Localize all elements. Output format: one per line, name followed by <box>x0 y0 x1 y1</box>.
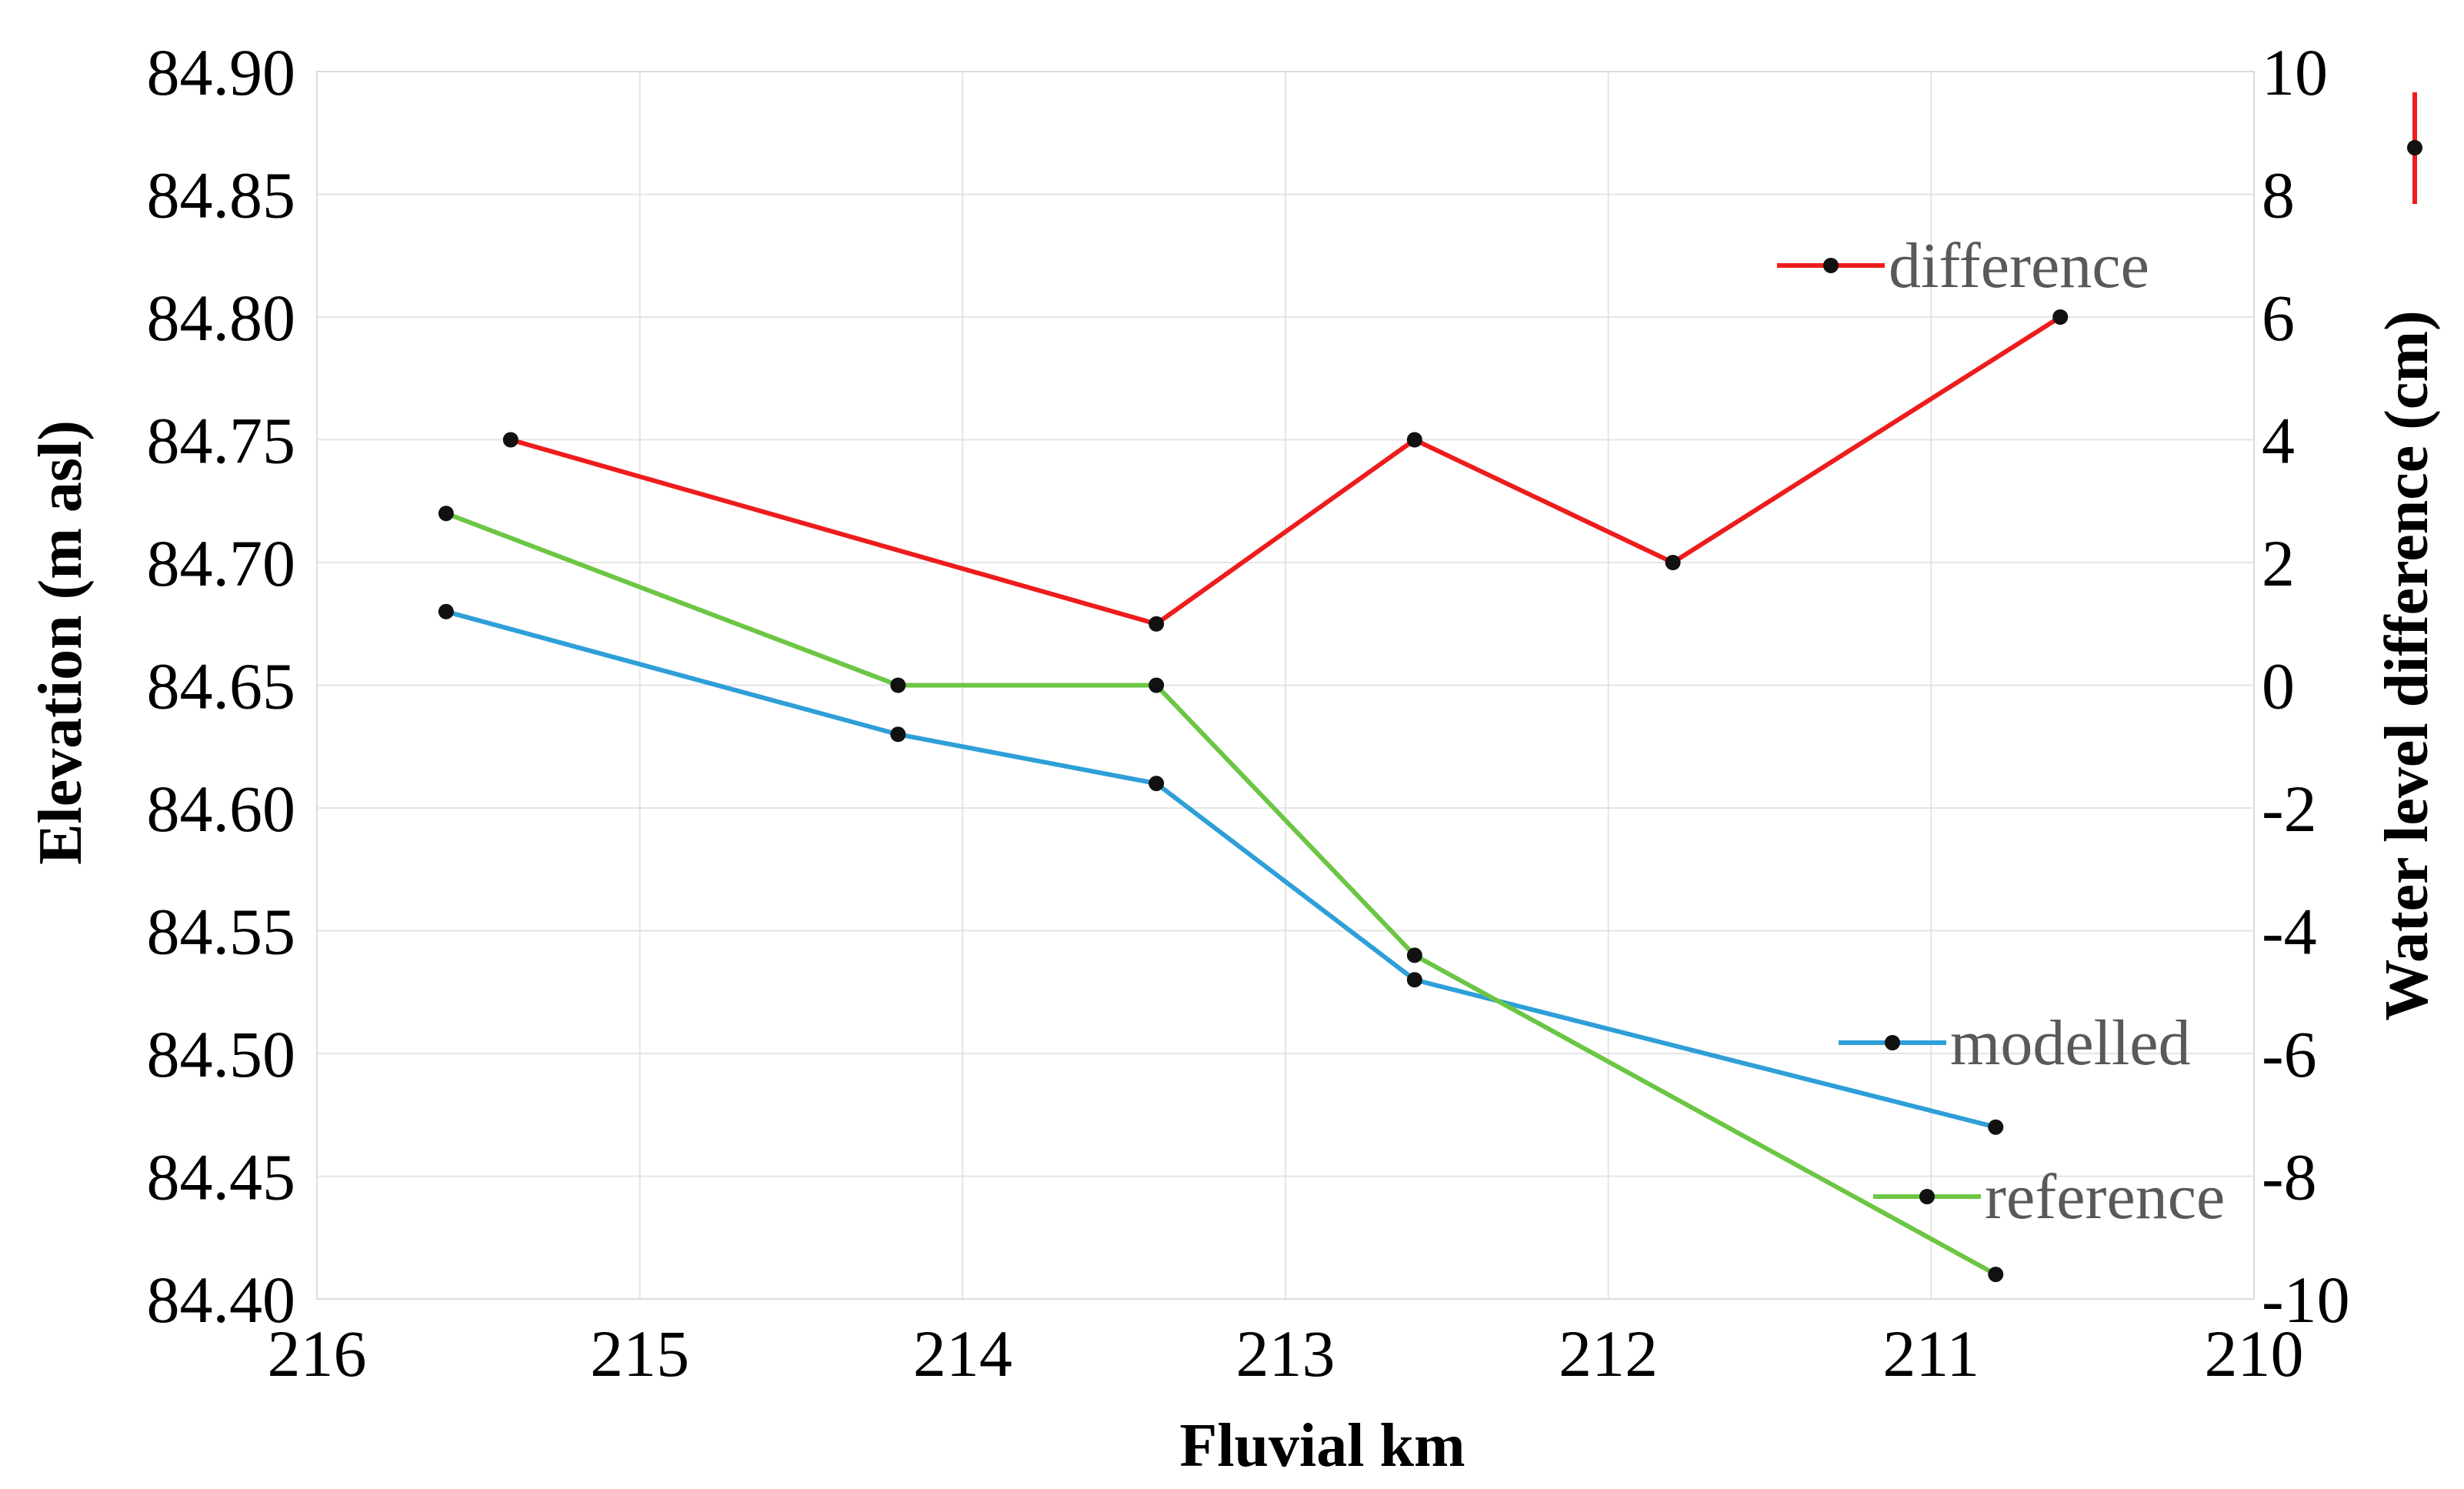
y2-key-marker <box>2407 140 2422 155</box>
y2-tick-label: -2 <box>2262 772 2317 846</box>
y-tick-label: 84.80 <box>147 281 296 355</box>
x-tick-label: 210 <box>2205 1317 2304 1391</box>
y2-tick-label: 10 <box>2262 35 2328 109</box>
y-tick-label: 84.60 <box>147 772 296 846</box>
y2-tick-label: -6 <box>2262 1017 2317 1091</box>
y2-tick-label: -8 <box>2262 1140 2317 1214</box>
data-point-reference <box>890 677 906 693</box>
y2-axis-title: Water level difference (cm) <box>2373 310 2441 1020</box>
x-tick-label: 214 <box>913 1317 1012 1391</box>
y2-tick-label: 4 <box>2262 404 2295 478</box>
legend-marker-reference <box>1919 1189 1935 1204</box>
x-tick-label: 213 <box>1236 1317 1335 1391</box>
y-tick-label: 84.65 <box>147 649 296 723</box>
legend-label-reference: reference <box>1985 1161 2225 1233</box>
y-tick-label: 84.85 <box>147 159 296 232</box>
plot-frame <box>316 71 2255 1300</box>
x-tick-label: 212 <box>1559 1317 1658 1391</box>
y2-tick-label: 8 <box>2262 159 2295 232</box>
legend-marker-difference <box>1823 258 1839 273</box>
legend-label-modelled: modelled <box>1950 1007 2191 1079</box>
x-tick-label: 216 <box>268 1317 367 1391</box>
y-axis-title: Elevation (m asl) <box>27 420 95 865</box>
y2-tick-label: -4 <box>2262 895 2317 969</box>
data-point-reference <box>1988 1267 2004 1283</box>
x-axis-title: Fluvial km <box>1179 1412 1465 1480</box>
data-point-difference <box>502 432 518 448</box>
y2-tick-label: 2 <box>2262 526 2295 600</box>
series-line-modelled <box>445 609 1997 1130</box>
data-point-difference <box>1149 616 1165 632</box>
data-point-modelled <box>1149 776 1165 792</box>
y-tick-label: 84.40 <box>147 1263 296 1337</box>
series <box>438 309 2069 1283</box>
x-tick-label: 211 <box>1882 1317 1979 1391</box>
y2-tick-label: -10 <box>2262 1263 2350 1337</box>
y-tick-label: 84.50 <box>147 1017 296 1091</box>
legend: modelled reference difference <box>1777 92 2422 1233</box>
y-tick-label: 84.90 <box>147 35 296 109</box>
y-tick-label: 84.75 <box>147 404 296 478</box>
axes: 84.40 84.45 84.50 84.55 84.60 84.65 84.70 84.75… <box>147 35 2350 1391</box>
data-point-difference <box>1665 555 1681 570</box>
data-point-reference <box>1406 947 1422 963</box>
series-line-reference <box>445 511 1997 1277</box>
y-tick-label: 84.45 <box>147 1140 296 1214</box>
data-point-reference <box>1149 677 1165 693</box>
data-point-modelled <box>1406 972 1422 988</box>
data-point-difference <box>1406 432 1422 448</box>
y-tick-label: 84.55 <box>147 895 296 969</box>
data-point-difference <box>2052 309 2069 325</box>
data-point-reference <box>438 506 454 522</box>
data-point-modelled <box>438 603 454 619</box>
y-tick-label: 84.70 <box>147 526 296 600</box>
legend-label-difference: difference <box>1889 230 2149 302</box>
y2-tick-label: 6 <box>2262 281 2295 355</box>
data-point-modelled <box>1988 1119 2004 1135</box>
data-point-modelled <box>890 726 906 743</box>
x-tick-label: 215 <box>590 1317 689 1391</box>
legend-marker-modelled <box>1885 1035 1900 1050</box>
y2-tick-label: 0 <box>2262 649 2295 723</box>
